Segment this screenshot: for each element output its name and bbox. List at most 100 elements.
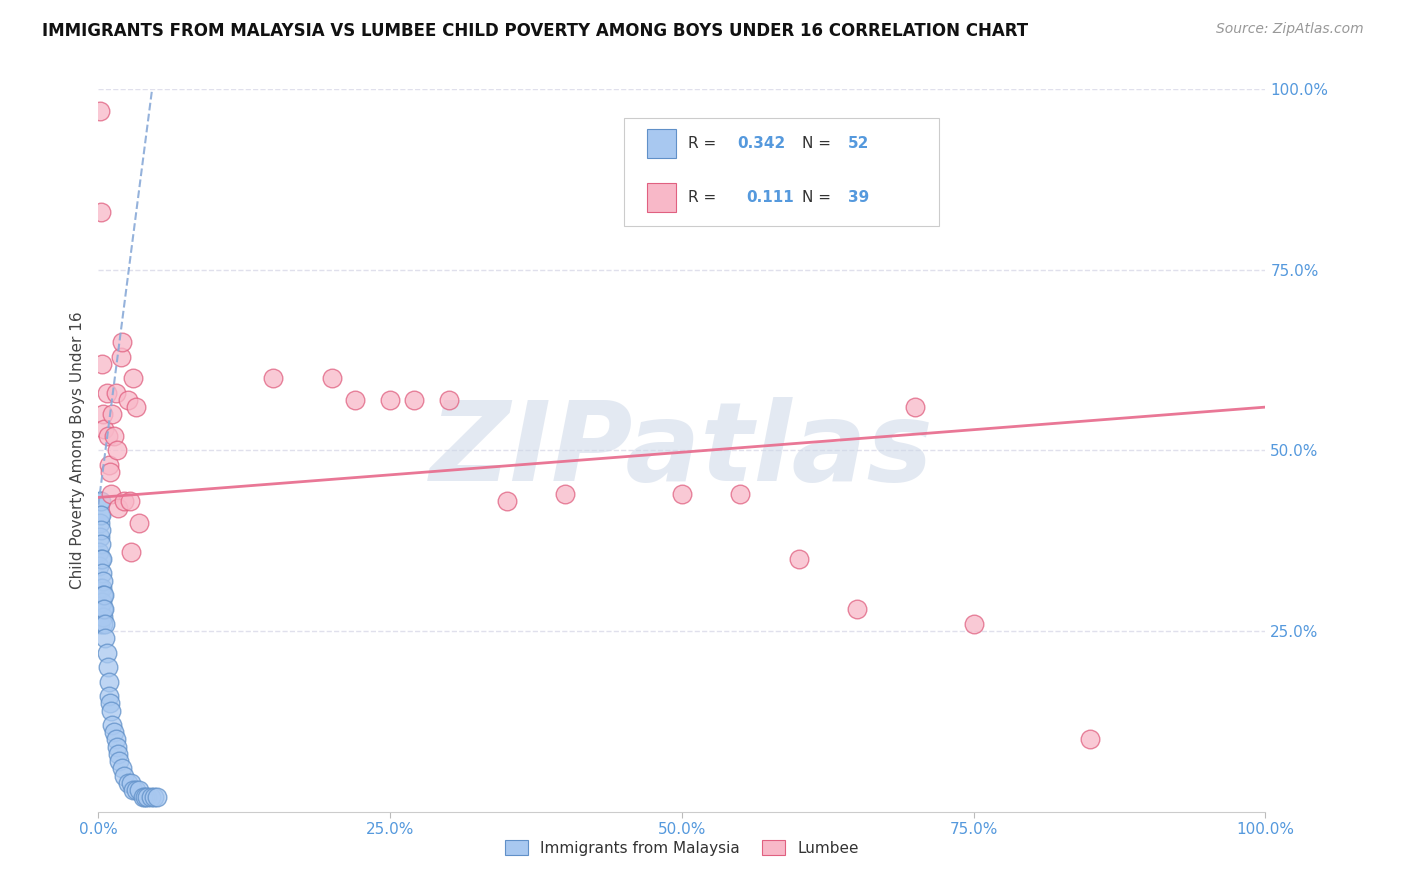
Point (122, 783, 145, 797)
Point (96, 385, 118, 400)
Point (107, 747, 129, 761)
Point (105, 739, 128, 754)
Point (91, 574, 114, 588)
Point (90, 566, 112, 581)
Text: IMMIGRANTS FROM MALAYSIA VS LUMBEE CHILD POVERTY AMONG BOYS UNDER 16 CORRELATION: IMMIGRANTS FROM MALAYSIA VS LUMBEE CHILD… (42, 22, 1028, 40)
Point (93, 602, 115, 616)
Text: Source: ZipAtlas.com: Source: ZipAtlas.com (1216, 22, 1364, 37)
Point (128, 783, 150, 797)
Point (344, 392, 367, 407)
Point (93, 422, 115, 436)
Point (91, 407, 114, 421)
Point (101, 407, 124, 421)
Point (100, 487, 122, 501)
Point (89, 544, 111, 558)
Legend: Immigrants from Malaysia, Lumbee: Immigrants from Malaysia, Lumbee (499, 834, 865, 862)
Point (89, 581, 111, 595)
Point (90, 581, 112, 595)
Point (104, 732, 127, 747)
Point (103, 725, 125, 739)
FancyBboxPatch shape (624, 118, 939, 227)
Text: 0.342: 0.342 (737, 136, 785, 151)
Point (128, 516, 150, 530)
Point (97, 429, 120, 443)
Point (554, 487, 576, 501)
Point (134, 790, 156, 805)
Point (120, 776, 142, 790)
Point (100, 704, 122, 718)
Point (90, 508, 112, 523)
Point (117, 776, 139, 790)
Point (496, 494, 519, 508)
Text: R =: R = (688, 136, 721, 151)
FancyBboxPatch shape (647, 129, 676, 158)
Point (97, 660, 120, 674)
Text: N =: N = (801, 190, 837, 205)
Point (105, 443, 128, 458)
Point (143, 790, 166, 805)
Text: ZIPatlas: ZIPatlas (430, 397, 934, 504)
Point (90, 205, 112, 219)
Point (846, 602, 869, 616)
Point (104, 385, 127, 400)
Point (98, 696, 121, 710)
Point (787, 551, 810, 566)
Point (112, 769, 135, 783)
Text: 39: 39 (848, 190, 869, 205)
Point (89, 559, 111, 574)
Point (89, 103, 111, 118)
Point (96, 646, 118, 660)
Point (125, 783, 148, 797)
Point (89, 494, 111, 508)
Point (321, 371, 343, 385)
Point (120, 544, 142, 558)
Point (97, 674, 120, 689)
Point (904, 400, 927, 414)
Point (90, 494, 112, 508)
Point (93, 588, 115, 602)
Text: 52: 52 (848, 136, 869, 151)
Point (97, 689, 120, 703)
Point (402, 392, 425, 407)
Text: N =: N = (801, 136, 837, 151)
Point (125, 400, 148, 414)
Point (437, 392, 460, 407)
Point (117, 392, 139, 407)
Point (108, 754, 131, 768)
Point (94, 616, 117, 631)
Point (101, 718, 124, 732)
Point (91, 602, 114, 616)
Text: 0.111: 0.111 (747, 190, 794, 205)
Point (103, 429, 125, 443)
Point (1080, 732, 1102, 747)
FancyBboxPatch shape (647, 183, 676, 212)
Point (730, 487, 752, 501)
Point (132, 790, 155, 805)
Point (89, 616, 111, 631)
Point (91, 609, 114, 624)
Point (89, 602, 111, 616)
Point (90, 551, 112, 566)
Point (89, 508, 111, 523)
Point (962, 616, 984, 631)
Point (111, 761, 134, 775)
Point (107, 501, 129, 516)
Point (380, 392, 402, 407)
Point (97, 458, 120, 472)
Point (91, 595, 114, 609)
Point (139, 790, 162, 805)
Point (262, 371, 284, 385)
Point (90, 551, 112, 566)
Point (112, 494, 135, 508)
Point (89, 537, 111, 551)
Point (136, 790, 159, 805)
Text: R =: R = (688, 190, 725, 205)
Point (111, 334, 134, 349)
Point (94, 632, 117, 646)
Y-axis label: Child Poverty Among Boys Under 16: Child Poverty Among Boys Under 16 (69, 311, 84, 590)
Point (110, 350, 132, 364)
Point (89, 516, 111, 530)
Point (118, 494, 141, 508)
Point (89, 530, 111, 544)
Point (90, 357, 112, 371)
